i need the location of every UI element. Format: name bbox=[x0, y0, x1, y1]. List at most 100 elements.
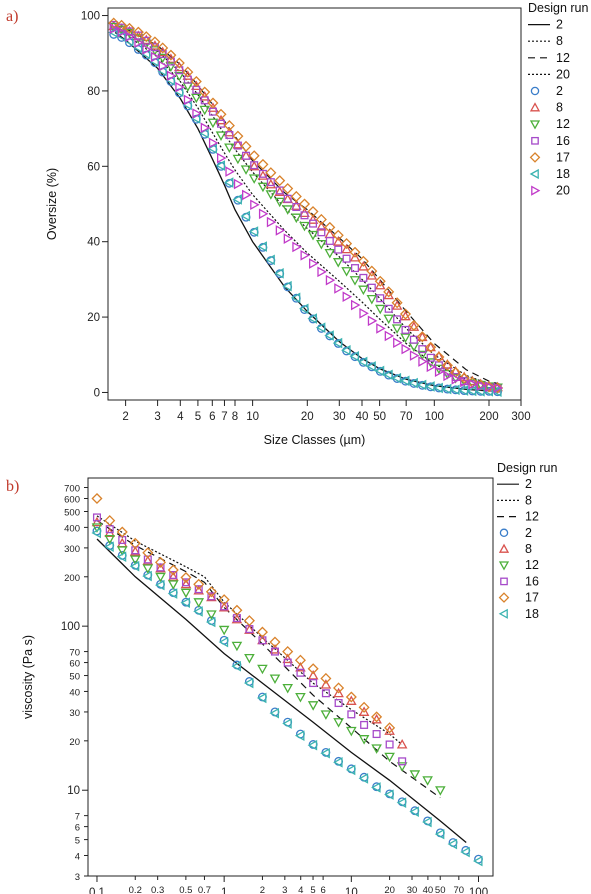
data-point-triangle-down bbox=[244, 653, 255, 664]
x-tick-label: 40 bbox=[356, 411, 369, 423]
data-point-square bbox=[216, 119, 226, 128]
data-point-triangle-left bbox=[104, 541, 114, 553]
data-point-diamond bbox=[165, 49, 177, 61]
data-point-triangle-right bbox=[426, 361, 437, 373]
legend-label: 2 bbox=[525, 477, 532, 491]
data-point-triangle-down bbox=[248, 174, 260, 184]
data-point-triangle-left bbox=[422, 816, 432, 828]
data-point-triangle-right bbox=[266, 216, 277, 228]
x-tick-label: 300 bbox=[511, 411, 530, 423]
x-tick-label: 0.3 bbox=[151, 885, 164, 894]
chart-panel-2: b)0.1 0.2 0.3 0.5 0.7 1 2 3 4 5 6 10 20 30 40 50 70 10034… bbox=[6, 461, 557, 894]
data-point-triangle-right bbox=[242, 189, 252, 201]
data-point-triangle-down bbox=[333, 718, 344, 728]
x-tick-label: 3 bbox=[154, 411, 160, 423]
legend-label: 12 bbox=[556, 117, 570, 131]
data-point-triangle-up bbox=[417, 331, 428, 342]
model-line-20 bbox=[114, 28, 501, 388]
data-point-triangle-up bbox=[295, 661, 306, 672]
data-point-triangle-right bbox=[250, 199, 260, 211]
legend-marker-circle bbox=[499, 528, 509, 538]
data-point-diamond bbox=[91, 492, 103, 505]
data-point-triangle-down bbox=[104, 534, 116, 545]
data-point-triangle-down bbox=[366, 294, 378, 305]
data-point-triangle-right bbox=[334, 283, 344, 294]
data-point-triangle-down bbox=[282, 205, 294, 215]
data-point-diamond bbox=[349, 246, 361, 258]
data-point-triangle-down bbox=[299, 221, 310, 232]
data-point-triangle-right bbox=[208, 137, 219, 149]
x-tick-label: 20 bbox=[384, 885, 395, 894]
legend-marker-triangle-right bbox=[531, 185, 541, 196]
data-point-triangle-left bbox=[215, 160, 226, 171]
data-point-triangle-up bbox=[167, 571, 179, 581]
data-point-square bbox=[321, 689, 330, 698]
series-17-diamond bbox=[91, 492, 396, 734]
data-point-triangle-down bbox=[180, 588, 192, 599]
data-point-triangle-down bbox=[358, 285, 369, 296]
data-point-diamond bbox=[307, 663, 319, 675]
data-point-triangle-left bbox=[450, 384, 460, 396]
data-point-triangle-down bbox=[274, 197, 286, 208]
data-point-triangle-up bbox=[358, 706, 370, 716]
y-tick-label: 0 bbox=[94, 387, 100, 399]
data-point-triangle-up bbox=[191, 80, 202, 91]
data-point-triangle-left bbox=[205, 616, 216, 628]
legend-label: 8 bbox=[525, 542, 532, 556]
data-point-square bbox=[266, 178, 275, 187]
data-point-triangle-down bbox=[129, 555, 141, 566]
data-point-triangle-left bbox=[492, 386, 502, 398]
y-tick-label: 600 bbox=[64, 494, 80, 505]
data-point-triangle-right bbox=[350, 299, 361, 311]
x-tick-label: 6 bbox=[209, 411, 215, 423]
data-point-triangle-down bbox=[400, 333, 411, 343]
data-point-square bbox=[292, 203, 301, 212]
data-point-triangle-down bbox=[191, 93, 202, 104]
panel-label: b) bbox=[6, 478, 19, 495]
legend-marker-triangle-left bbox=[498, 608, 508, 619]
data-point-square bbox=[283, 658, 292, 667]
data-point-square bbox=[372, 730, 381, 739]
legend: Design run 2 8 12 2 8 12 16 17 18 bbox=[497, 461, 557, 621]
data-point-triangle-right bbox=[216, 152, 227, 164]
data-point-square bbox=[225, 131, 234, 140]
data-point-triangle-right bbox=[142, 44, 152, 55]
data-point-triangle-up bbox=[366, 270, 378, 280]
data-point-triangle-down bbox=[371, 744, 382, 754]
data-point-square bbox=[334, 245, 343, 254]
data-point-diamond bbox=[433, 351, 445, 363]
plot-frame bbox=[87, 477, 494, 877]
data-point-triangle-right bbox=[325, 274, 336, 286]
data-point-triangle-up bbox=[257, 170, 269, 180]
data-point-triangle-left bbox=[434, 828, 445, 840]
y-tick-label: 60 bbox=[87, 161, 100, 173]
data-point-triangle-down bbox=[422, 776, 433, 786]
legend-label: 2 bbox=[556, 18, 563, 32]
data-point-diamond bbox=[366, 265, 378, 277]
data-point-diamond bbox=[215, 108, 227, 120]
y-tick-label: 40 bbox=[87, 237, 100, 249]
x-tick-label: 0.7 bbox=[198, 885, 211, 894]
series-17-diamond bbox=[108, 17, 504, 394]
data-point-square bbox=[300, 211, 309, 220]
data-point-square bbox=[398, 757, 407, 766]
data-point-triangle-left bbox=[333, 756, 343, 768]
y-tick-label: 300 bbox=[64, 544, 80, 555]
y-tick-label: 700 bbox=[64, 484, 80, 495]
data-point-triangle-right bbox=[409, 350, 420, 361]
data-point-triangle-down bbox=[374, 304, 386, 315]
data-point-diamond bbox=[116, 526, 128, 538]
legend-label: 8 bbox=[556, 34, 563, 48]
data-point-triangle-left bbox=[298, 303, 309, 315]
data-point-triangle-right bbox=[317, 266, 327, 278]
data-point-square bbox=[367, 283, 376, 292]
x-tick-label: 50 bbox=[435, 885, 446, 894]
data-point-diamond bbox=[142, 547, 154, 559]
legend-marker-triangle-down bbox=[529, 120, 541, 130]
data-point-diamond bbox=[157, 42, 169, 54]
series-12-triangle-down bbox=[91, 523, 446, 796]
data-point-triangle-down bbox=[142, 564, 154, 574]
x-tick-label: 0.2 bbox=[129, 885, 142, 894]
data-point-diamond bbox=[223, 120, 235, 132]
legend-marker-circle bbox=[530, 86, 540, 96]
